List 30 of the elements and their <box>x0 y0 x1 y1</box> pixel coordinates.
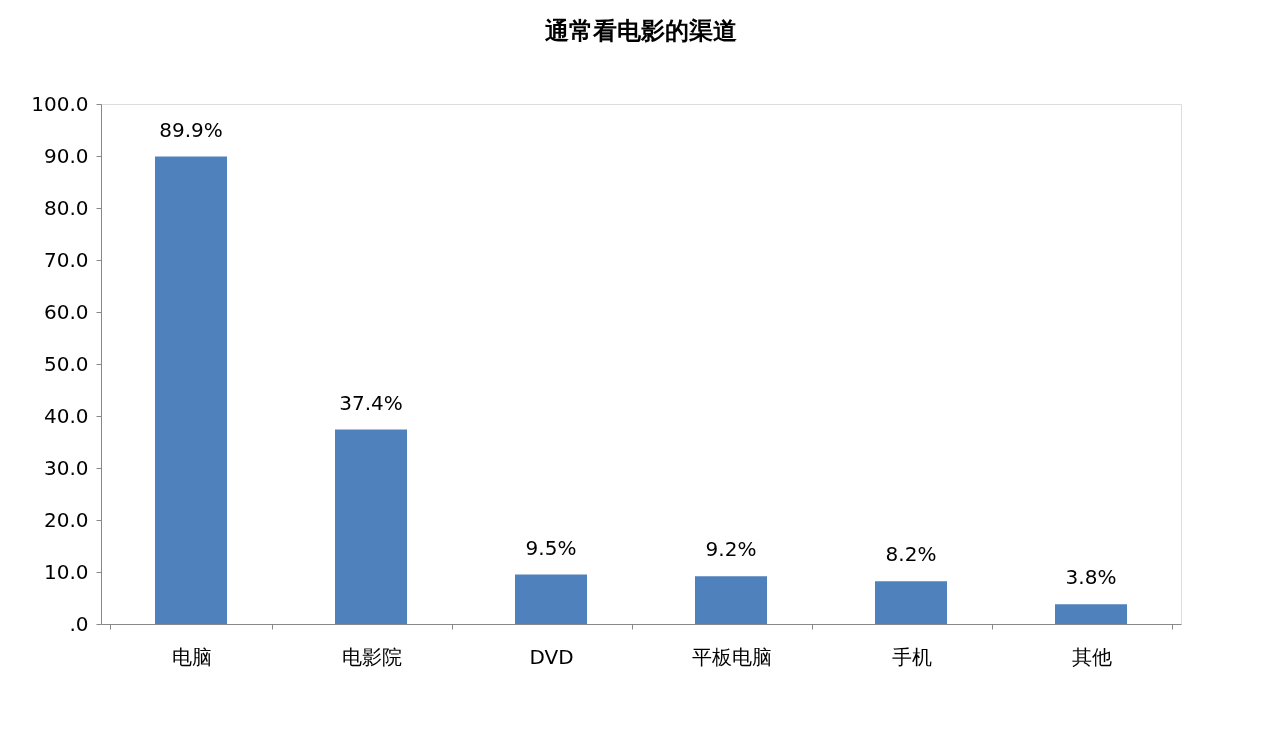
data-label: 8.2% <box>885 542 937 567</box>
x-tick-label: DVD <box>529 644 574 669</box>
y-tick-label: 30.0 <box>43 455 89 480</box>
bar <box>695 576 767 624</box>
y-tick-label: 70.0 <box>43 247 89 272</box>
data-label: 3.8% <box>1065 565 1117 590</box>
x-tick-label: 手机 <box>891 644 932 669</box>
x-tick-label: 电脑 <box>171 644 212 669</box>
bar <box>1055 604 1127 624</box>
data-label: 89.9% <box>159 117 223 142</box>
y-tick-label: 80.0 <box>43 195 89 220</box>
bar <box>335 429 407 624</box>
y-tick-label: 90.0 <box>43 143 89 168</box>
bar <box>875 581 947 624</box>
y-tick-label: 20.0 <box>43 507 89 532</box>
chart-title: 通常看电影的渠道 <box>544 17 737 45</box>
data-label: 37.4% <box>339 390 403 415</box>
bar <box>515 574 587 624</box>
y-tick-label: 50.0 <box>43 351 89 376</box>
x-tick-label: 平板电脑 <box>691 644 772 669</box>
y-tick-label: 60.0 <box>43 299 89 324</box>
data-label: 9.5% <box>525 535 577 560</box>
x-tick-label: 其他 <box>1071 644 1112 669</box>
y-tick-label: 40.0 <box>43 403 89 428</box>
bar <box>155 156 227 624</box>
data-label: 9.2% <box>705 537 757 562</box>
y-tick-label: 100.0 <box>31 91 89 116</box>
x-tick-label: 电影院 <box>341 644 402 669</box>
y-tick-label: 10.0 <box>43 559 89 584</box>
y-tick-label: .0 <box>69 611 89 636</box>
